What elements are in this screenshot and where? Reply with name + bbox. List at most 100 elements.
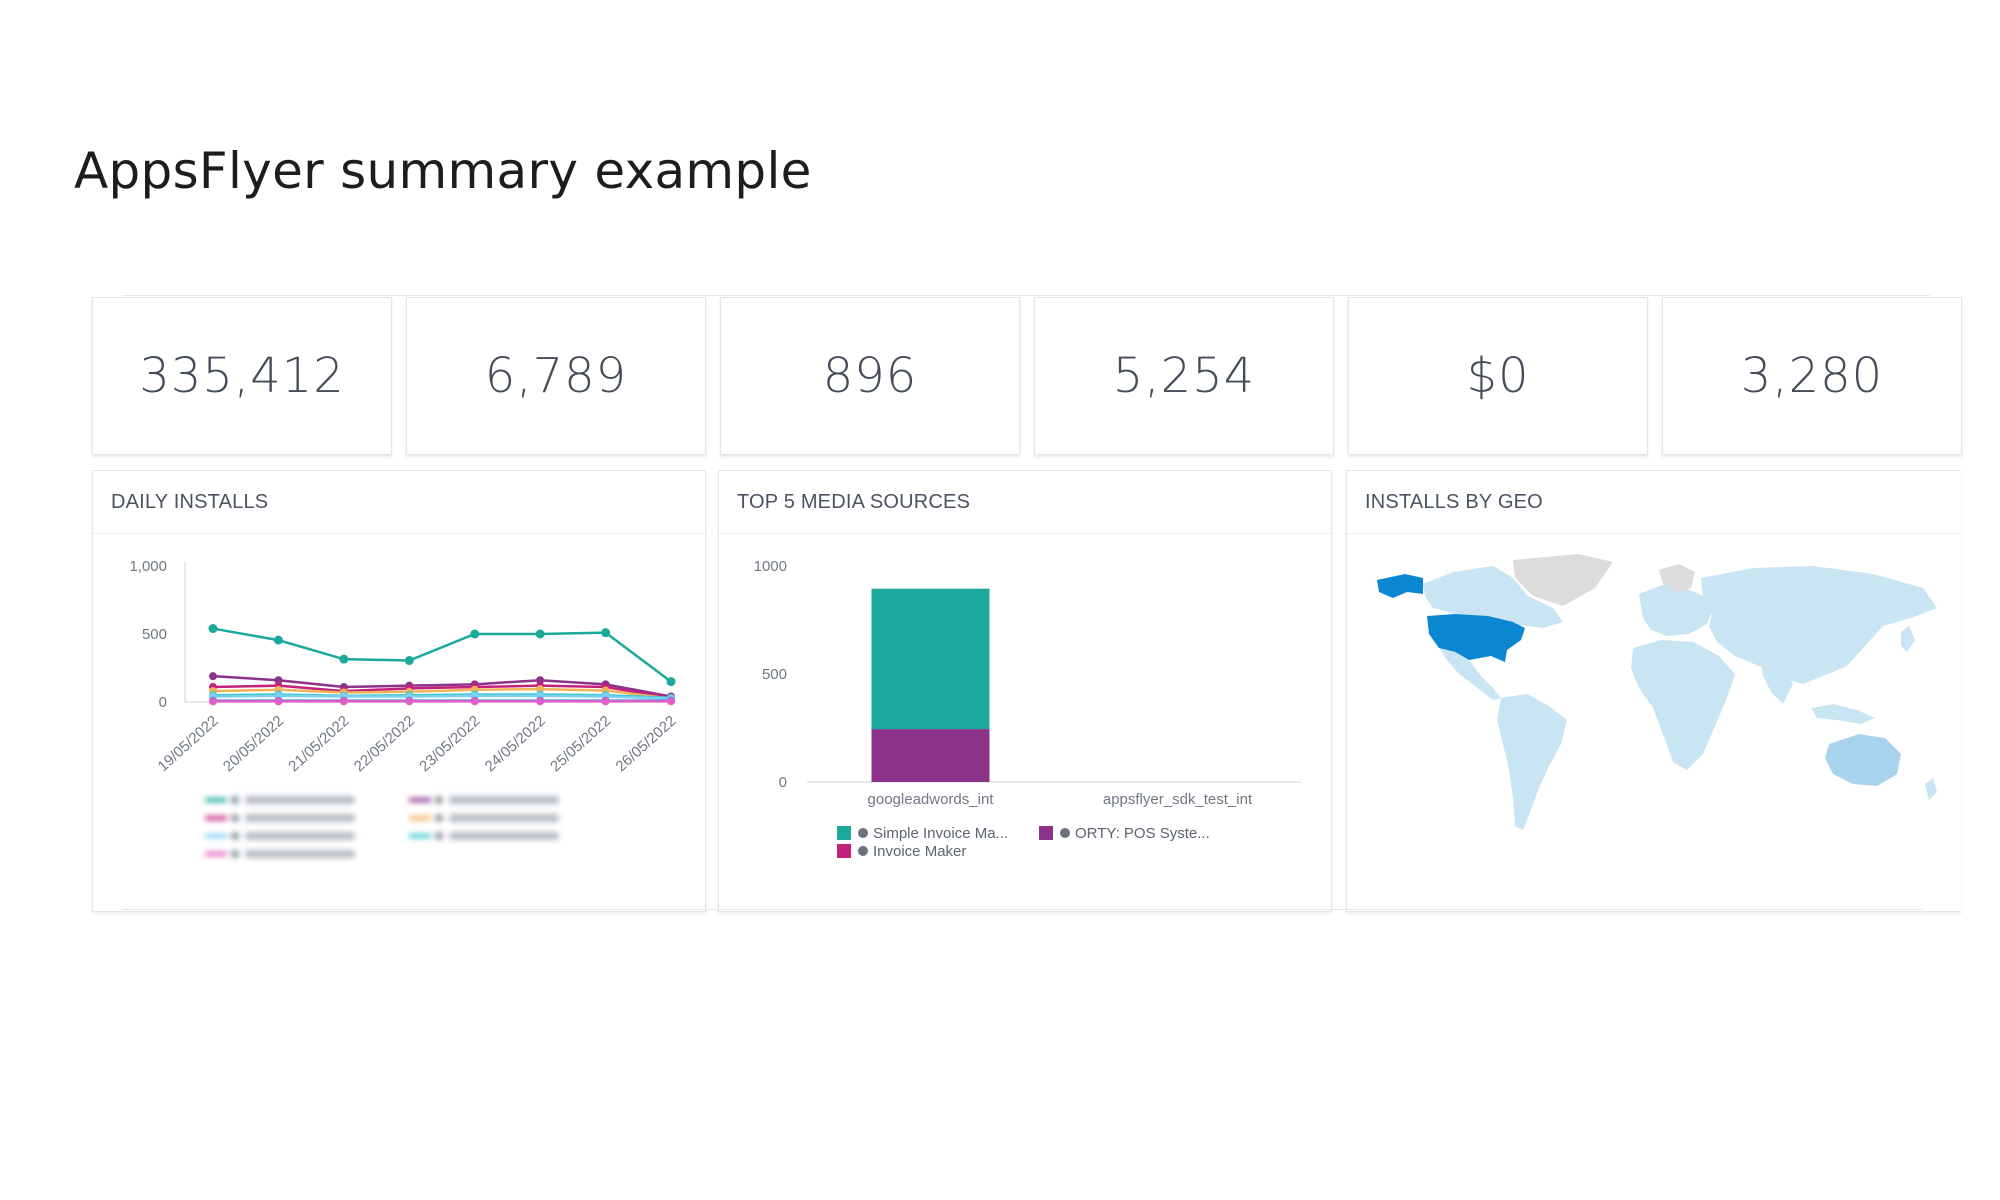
legend-os-icon <box>435 814 443 822</box>
x-tick-label: 23/05/2022 <box>416 712 483 775</box>
data-point[interactable] <box>405 697 414 706</box>
y-tick-label: 500 <box>762 666 787 683</box>
media-sources-chart: 1000 500 0 googleadwords_int appsflyer_sdk_t… <box>754 558 1301 860</box>
data-point[interactable] <box>209 672 217 681</box>
kpi-value: 6,789 <box>484 348 628 404</box>
legend-swatch <box>837 826 851 840</box>
legend-swatch <box>837 844 851 858</box>
x-tick-label: 22/05/2022 <box>351 712 418 775</box>
series-line[interactable] <box>212 687 672 700</box>
legend-label-placeholder <box>245 796 355 804</box>
legend-label-placeholder <box>449 832 559 840</box>
dashboard-bottom-border <box>122 909 1922 910</box>
kpi-card-3[interactable]: 896 <box>720 297 1020 455</box>
map-region-greenland[interactable] <box>1513 554 1613 606</box>
x-tick-label: 21/05/2022 <box>285 712 352 775</box>
map-region-alaska[interactable] <box>1377 574 1423 598</box>
chart-legend <box>205 796 559 858</box>
y-tick-label: 0 <box>779 774 787 791</box>
data-point[interactable] <box>667 697 675 706</box>
data-point[interactable] <box>536 697 545 706</box>
data-point[interactable] <box>535 629 545 639</box>
legend-os-icon <box>231 796 239 804</box>
map-region-asia[interactable] <box>1701 566 1937 684</box>
dashboard-top-border <box>122 295 1930 296</box>
android-icon <box>858 828 868 838</box>
map-region-south-america[interactable] <box>1497 694 1567 830</box>
data-point[interactable] <box>273 635 283 645</box>
map-region-japan[interactable] <box>1901 626 1915 652</box>
x-tick-label: 26/05/2022 <box>613 712 680 775</box>
y-tick-label: 500 <box>142 626 167 643</box>
legend-label[interactable]: ORTY: POS Syste... <box>1075 825 1210 842</box>
map-region-africa[interactable] <box>1631 640 1735 770</box>
x-tick-label: 24/05/2022 <box>482 712 549 775</box>
kpi-card-2[interactable]: 6,789 <box>406 297 706 455</box>
series-line[interactable] <box>212 674 672 698</box>
data-point[interactable] <box>601 628 611 638</box>
data-point[interactable] <box>601 697 610 706</box>
panel-title: DAILY INSTALLS <box>93 471 705 534</box>
legend-os-icon <box>435 796 443 804</box>
x-tick-label: appsflyer_sdk_test_int <box>1103 791 1253 808</box>
legend-os-icon <box>231 850 239 858</box>
page-title: AppsFlyer summary example <box>74 142 812 200</box>
x-tick-label: 19/05/2022 <box>155 712 222 775</box>
top-media-sources-panel: TOP 5 MEDIA SOURCES 1000 500 0 googleadword… <box>718 470 1332 912</box>
map-region-misc[interactable] <box>1559 584 1577 600</box>
map-region-europe[interactable] <box>1639 584 1713 636</box>
map-region-new-zealand[interactable] <box>1925 778 1937 800</box>
apple-icon <box>858 846 868 856</box>
kpi-card-4[interactable]: 5,254 <box>1034 297 1334 455</box>
legend-label-placeholder <box>245 850 355 858</box>
series-line[interactable] <box>212 627 672 683</box>
dashboard: 335,412 6,789 896 5,254 $0 3,280 DAILY I… <box>90 295 1962 915</box>
bar-segment[interactable] <box>871 588 990 730</box>
kpi-value: 335,412 <box>139 348 345 404</box>
legend-label-placeholder <box>245 814 355 822</box>
legend-label[interactable]: Invoice Maker <box>873 843 966 860</box>
panel-title: INSTALLS BY GEO <box>1347 471 1961 534</box>
kpi-value: 5,254 <box>1112 348 1256 404</box>
legend-os-icon <box>231 814 239 822</box>
legend-swatch <box>1039 826 1053 840</box>
data-point[interactable] <box>470 629 480 639</box>
legend-os-icon <box>435 832 443 840</box>
data-point[interactable] <box>339 654 349 664</box>
data-point[interactable] <box>208 624 218 634</box>
daily-installs-panel: DAILY INSTALLS 1,000 500 0 19/05/2022 20/05/… <box>92 470 706 912</box>
kpi-card-6[interactable]: 3,280 <box>1662 297 1962 455</box>
map-region-canada[interactable] <box>1423 566 1563 628</box>
y-tick-label: 1,000 <box>129 558 167 575</box>
map-region-india[interactable] <box>1761 660 1793 704</box>
bar-segment[interactable] <box>871 729 990 782</box>
legend-label-placeholder <box>245 832 355 840</box>
kpi-value: 3,280 <box>1740 348 1884 404</box>
y-tick-label: 1000 <box>754 558 787 575</box>
data-point[interactable] <box>274 697 283 706</box>
kpi-value: 896 <box>822 348 918 404</box>
kpi-card-1[interactable]: 335,412 <box>92 297 392 455</box>
legend-label-placeholder <box>449 814 559 822</box>
map-region-indonesia[interactable] <box>1811 704 1875 724</box>
data-point[interactable] <box>470 697 479 706</box>
series-line[interactable] <box>212 684 672 700</box>
series-line[interactable] <box>212 694 672 700</box>
legend-label-placeholder <box>449 796 559 804</box>
data-point[interactable] <box>339 697 348 706</box>
data-point[interactable] <box>666 677 676 687</box>
data-point[interactable] <box>209 697 217 706</box>
map-region-mexico[interactable] <box>1439 648 1501 700</box>
world-map[interactable] <box>1347 534 1961 910</box>
map-region-australia[interactable] <box>1825 734 1901 786</box>
kpi-value: $0 <box>1466 348 1530 404</box>
map-region-usa[interactable] <box>1427 614 1525 662</box>
map-region-scandinavia[interactable] <box>1659 564 1695 592</box>
kpi-card-5[interactable]: $0 <box>1348 297 1648 455</box>
daily-installs-chart: 1,000500019/05/202220/05/202221/05/20222… <box>129 558 680 858</box>
installs-by-geo-panel: INSTALLS BY GEO <box>1346 470 1961 912</box>
x-tick-label: googleadwords_int <box>868 791 995 808</box>
legend-label[interactable]: Simple Invoice Ma... <box>873 825 1008 842</box>
y-tick-label: 0 <box>159 694 167 711</box>
data-point[interactable] <box>404 656 414 666</box>
